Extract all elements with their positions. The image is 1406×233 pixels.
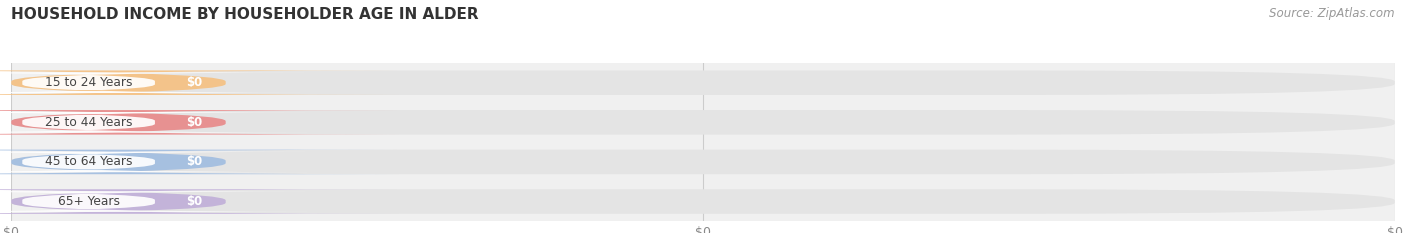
Text: $0: $0 [187,76,202,89]
Text: 45 to 64 Years: 45 to 64 Years [45,155,132,168]
FancyBboxPatch shape [0,112,326,133]
Text: 15 to 24 Years: 15 to 24 Years [45,76,132,89]
FancyBboxPatch shape [0,110,399,135]
FancyBboxPatch shape [11,110,1395,135]
FancyBboxPatch shape [0,150,399,174]
FancyBboxPatch shape [0,191,326,212]
Text: Source: ZipAtlas.com: Source: ZipAtlas.com [1270,7,1395,20]
Text: HOUSEHOLD INCOME BY HOUSEHOLDER AGE IN ALDER: HOUSEHOLD INCOME BY HOUSEHOLDER AGE IN A… [11,7,479,22]
FancyBboxPatch shape [0,72,326,93]
Text: $0: $0 [187,155,202,168]
FancyBboxPatch shape [0,70,399,95]
Text: 25 to 44 Years: 25 to 44 Years [45,116,132,129]
FancyBboxPatch shape [0,189,399,214]
FancyBboxPatch shape [0,152,326,172]
Text: $0: $0 [187,116,202,129]
Text: $0: $0 [187,195,202,208]
FancyBboxPatch shape [11,150,1395,174]
Text: 65+ Years: 65+ Years [58,195,120,208]
FancyBboxPatch shape [11,189,1395,214]
FancyBboxPatch shape [11,70,1395,95]
